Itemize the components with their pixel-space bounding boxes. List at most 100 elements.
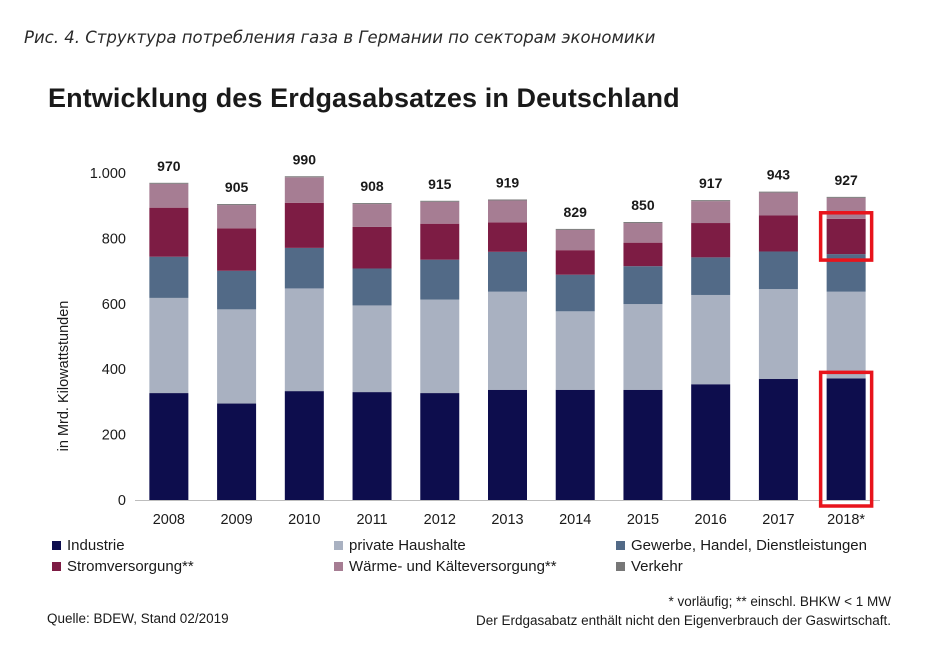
total-label: 990 — [293, 151, 317, 167]
bar-segment — [284, 177, 324, 203]
bar-segment — [691, 257, 731, 295]
legend-swatch — [616, 541, 625, 550]
bar-segment — [149, 393, 189, 500]
bar-segment — [623, 223, 663, 243]
bar-segment — [691, 223, 731, 258]
legend-label: Gewerbe, Handel, Dienstleistungen — [631, 537, 867, 554]
bar-segment — [691, 201, 731, 224]
bar-segment — [623, 304, 663, 390]
bar-segment — [826, 291, 866, 379]
bar-segment — [488, 200, 527, 223]
bar-segment — [284, 176, 324, 178]
bar-segment — [284, 288, 324, 392]
x-tick-label: 2017 — [762, 512, 794, 528]
x-tick-label: 2008 — [153, 512, 185, 528]
bar-segment — [217, 205, 257, 229]
figure-caption: Рис. 4. Структура потребления газа в Гер… — [24, 28, 656, 47]
bar-segment — [352, 268, 392, 306]
legend-label: Industrie — [67, 537, 125, 554]
bar-segment — [149, 297, 189, 394]
stacked-bar-chart: 0 200 400 600 800 1.000 970 2008 905 2009 990 2010… — [56, 151, 880, 528]
bar-segment — [420, 393, 460, 500]
bar-segment — [555, 311, 595, 390]
bar-segment — [420, 299, 460, 394]
bar-segment — [352, 204, 392, 227]
legend-swatch — [52, 562, 61, 571]
total-label: 905 — [225, 179, 249, 195]
bar-segment — [826, 378, 866, 500]
bar-segment — [284, 391, 324, 500]
bar-segment — [217, 403, 257, 500]
y-tick-label: 600 — [102, 297, 126, 313]
y-tick-label: 800 — [102, 231, 126, 247]
legend-swatch — [616, 562, 625, 571]
y-tick-label: 1.000 — [90, 166, 126, 182]
labels-layer: 970 2008 905 2009 990 2010 908 2011 915 2012 919 20… — [153, 151, 866, 528]
bar-segment — [758, 191, 798, 193]
bar-segment — [488, 199, 527, 201]
footnote-own-consumption: Der Erdgasabatz enthält nicht den Eigenv… — [476, 613, 891, 628]
y-tick-label: 0 — [118, 493, 126, 509]
bar-segment — [217, 270, 257, 310]
bar-segment — [217, 309, 257, 404]
bar-segment — [758, 192, 798, 216]
bar-segment — [758, 215, 798, 252]
x-tick-label: 2015 — [627, 512, 659, 528]
legend-item-stromversorgung: Stromversorgung** — [52, 558, 334, 575]
bar-segment — [352, 226, 392, 269]
bar-segment — [352, 203, 392, 205]
bar-segment — [758, 379, 798, 500]
x-tick-label: 2009 — [220, 512, 252, 528]
bar-segment — [149, 207, 189, 257]
bar-segment — [623, 389, 663, 500]
bar-segment — [284, 247, 324, 289]
bar-segment — [826, 196, 866, 198]
bar-segment — [352, 392, 392, 500]
x-tick-label: 2011 — [356, 512, 387, 528]
total-label: 829 — [564, 204, 588, 220]
bar-segment — [488, 389, 527, 500]
bar-segment — [420, 200, 460, 202]
total-label: 927 — [834, 172, 858, 188]
total-label: 915 — [428, 176, 452, 192]
legend-item-private-haushalte: private Haushalte — [334, 537, 616, 554]
total-label: 919 — [496, 174, 520, 190]
legend-item-verkehr: Verkehr — [616, 558, 912, 575]
bar-segment — [555, 250, 595, 275]
bar-segment — [420, 223, 460, 260]
bar-segment — [826, 218, 866, 255]
total-label: 917 — [699, 175, 723, 191]
bar-segment — [758, 289, 798, 380]
legend-swatch — [52, 541, 61, 550]
x-tick-label: 2010 — [288, 512, 320, 528]
bar-segment — [420, 201, 460, 224]
total-label: 943 — [767, 167, 791, 183]
axis-layer: 0 200 400 600 800 1.000 — [90, 166, 880, 509]
y-tick-label: 200 — [102, 428, 126, 444]
legend-item-gewerbe: Gewerbe, Handel, Dienstleistungen — [616, 537, 912, 554]
bar-segment — [488, 251, 527, 292]
highlight-layer — [818, 211, 874, 508]
x-tick-label: 2012 — [424, 512, 456, 528]
x-tick-label: 2018* — [827, 512, 865, 528]
bar-segment — [488, 222, 527, 252]
bar-segment — [691, 384, 731, 500]
legend-label: Verkehr — [631, 558, 683, 575]
highlight-box — [818, 370, 874, 508]
total-label: 850 — [631, 197, 655, 213]
bar-segment — [691, 200, 731, 202]
x-tick-label: 2016 — [695, 512, 727, 528]
bar-segment — [217, 228, 257, 271]
source-note: Quelle: BDEW, Stand 02/2019 — [47, 611, 229, 626]
legend-swatch — [334, 541, 343, 550]
total-label: 908 — [360, 178, 384, 194]
bar-segment — [691, 294, 731, 385]
bar-segment — [149, 182, 189, 184]
chart-title: Entwicklung des Erdgasabsatzes in Deutsc… — [48, 83, 680, 113]
bar-segment — [555, 274, 595, 312]
bar-segment — [555, 389, 595, 500]
legend-swatch — [334, 562, 343, 571]
bar-segment — [758, 251, 798, 290]
footnote-preliminary: * vorläufig; ** einschl. BHKW < 1 MW — [668, 594, 891, 609]
bar-segment — [284, 202, 324, 248]
